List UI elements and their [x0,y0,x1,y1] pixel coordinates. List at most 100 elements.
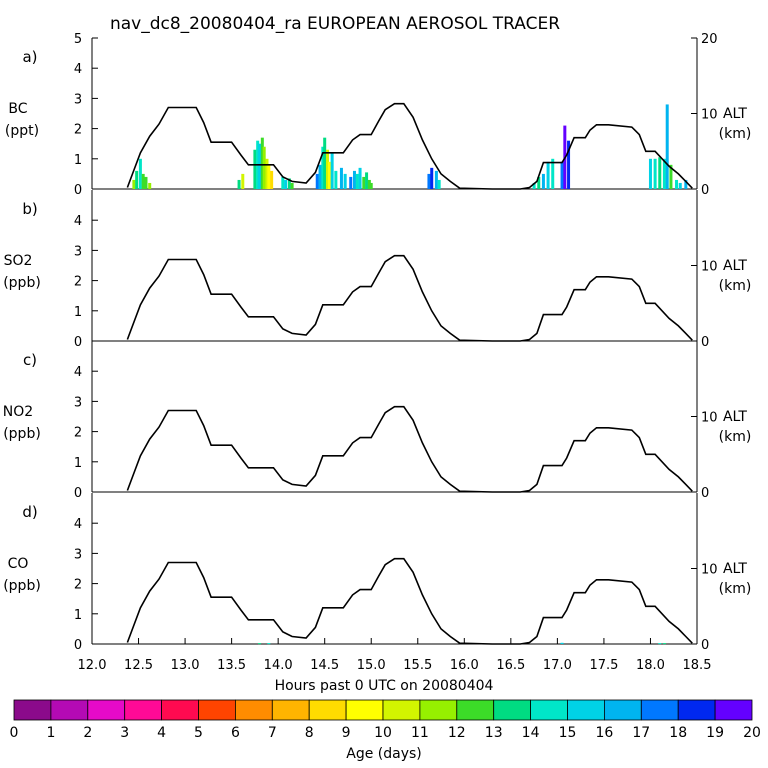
colorbar-tick-label: 4 [157,725,166,741]
colorbar-swatch [271,699,310,721]
y-tick-label: 2 [74,275,82,290]
tracer-bar [270,170,274,189]
tracer-bar [241,173,245,189]
colorbar-tick-label: 20 [743,725,761,741]
colorbar-tick-label: 16 [595,725,613,741]
y-tick-label: 0 [74,335,82,350]
y-tick-label: 4 [74,214,82,229]
alt-tick-label: 10 [701,563,718,578]
y-tick-label: 1 [74,305,82,320]
y-tick-label: 4 [74,517,82,532]
tracer-bar [537,176,541,189]
tracer-bar [427,173,431,189]
tracer-bar [560,642,564,644]
chart-title: nav_dc8_20080404_ra EUROPEAN AEROSOL TRA… [110,14,560,34]
y-tick-label: 1 [74,153,82,168]
y-tick-label: 0 [74,183,82,198]
colorbar-tick-label: 2 [83,725,92,741]
tracer-bar [258,143,262,189]
tracer-bar [343,173,347,189]
colorbar-tick-label: 9 [342,725,351,741]
y-tick-label: 2 [74,578,82,593]
alt-label: ALT [723,258,747,274]
x-tick-label: 14.5 [310,658,339,673]
altitude-line [126,405,693,493]
alt-unit-label: (km) [719,581,752,597]
colorbar-swatch [530,699,568,721]
tracer-bar [141,173,145,189]
tracer-bar [267,643,271,645]
alt-tick-label: 0 [701,335,709,350]
tracer-bar [434,170,438,189]
panels-group: 01234501020a)BC(ppt)ALT(km)01234010b)SO2… [3,32,752,653]
tracer-bar [290,182,294,189]
tracer-bar [318,164,322,189]
y-tick-label: 2 [74,426,82,441]
tracer-bar [365,172,369,189]
tracer-bar [253,149,257,189]
x-tick-label: 13.0 [171,658,200,673]
colorbar-tick-label: 11 [411,725,429,741]
x-tick-label: 12.0 [78,658,107,673]
x-axis-label: Hours past 0 UTC on 20080404 [275,678,494,694]
colorbar-swatch [567,699,605,721]
tracer-bar [367,179,371,189]
alt-unit-label: (km) [719,278,752,294]
species-label: CO [8,556,29,572]
colorbar-tick-label: 17 [632,725,650,741]
y-tick-label: 0 [74,638,82,653]
alt-label: ALT [723,409,747,425]
panel-letter: d) [22,503,37,521]
y-tick-label: 5 [74,32,82,47]
altitude-line [126,557,693,645]
tracer-bar [262,146,266,189]
alt-unit-label: (km) [719,429,752,445]
tracer-bar [658,643,662,645]
colorbar-swatch [234,699,273,721]
colorbar-tick-label: 19 [706,725,724,741]
colorbar-tick-label: 3 [120,725,129,741]
panel-letter: a) [22,48,37,66]
tracer-bar [258,643,262,645]
tracer-bar [135,170,139,189]
unit-label: (ppt) [5,123,39,139]
colorbar: 0 1 2 3 4 5 6 7 8 9 10 11 12 13 14 15 16 17 18 19 20 [10,699,761,741]
colorbar-tick-label: 13 [485,725,503,741]
tracer-bar [541,173,545,189]
tracer-bar [148,182,152,189]
tracer-bar [325,149,329,189]
tracer-bar [315,173,319,189]
x-tick-label: 18.5 [683,658,712,673]
alt-tick-label: 20 [701,32,718,47]
tracer-bar [144,176,148,189]
colorbar-swatch [198,699,236,721]
tracer-bar [362,176,366,189]
tracer-bar [284,179,288,189]
tracer-bar [260,137,264,189]
altitude-line [126,102,693,190]
species-label: SO2 [4,253,33,269]
tracer-bar [281,176,285,189]
panel-letter: b) [22,200,37,218]
tracer-bar [267,164,271,189]
unit-label: (ppb) [3,426,41,442]
tracer-bar [327,161,331,189]
tracer-bar [684,179,688,189]
y-tick-label: 3 [74,395,82,410]
colorbar-tick-label: 7 [268,725,277,741]
tracer-bar [669,164,673,189]
colorbar-label: Age (days) [346,746,422,762]
tracer-bar [352,170,356,189]
colorbar-tick-label: 0 [10,725,19,741]
x-tick-label: 14.0 [264,658,293,673]
tracer-bar [369,182,373,189]
x-tick-label: 15.0 [357,658,386,673]
tracer-bar [658,157,662,189]
y-tick-label: 1 [74,456,82,471]
x-tick-label: 17.0 [543,658,572,673]
tracer-bar [334,170,338,189]
colorbar-swatch [640,699,679,721]
panel-letter: c) [23,351,37,369]
colorbar-tick-label: 10 [374,725,392,741]
